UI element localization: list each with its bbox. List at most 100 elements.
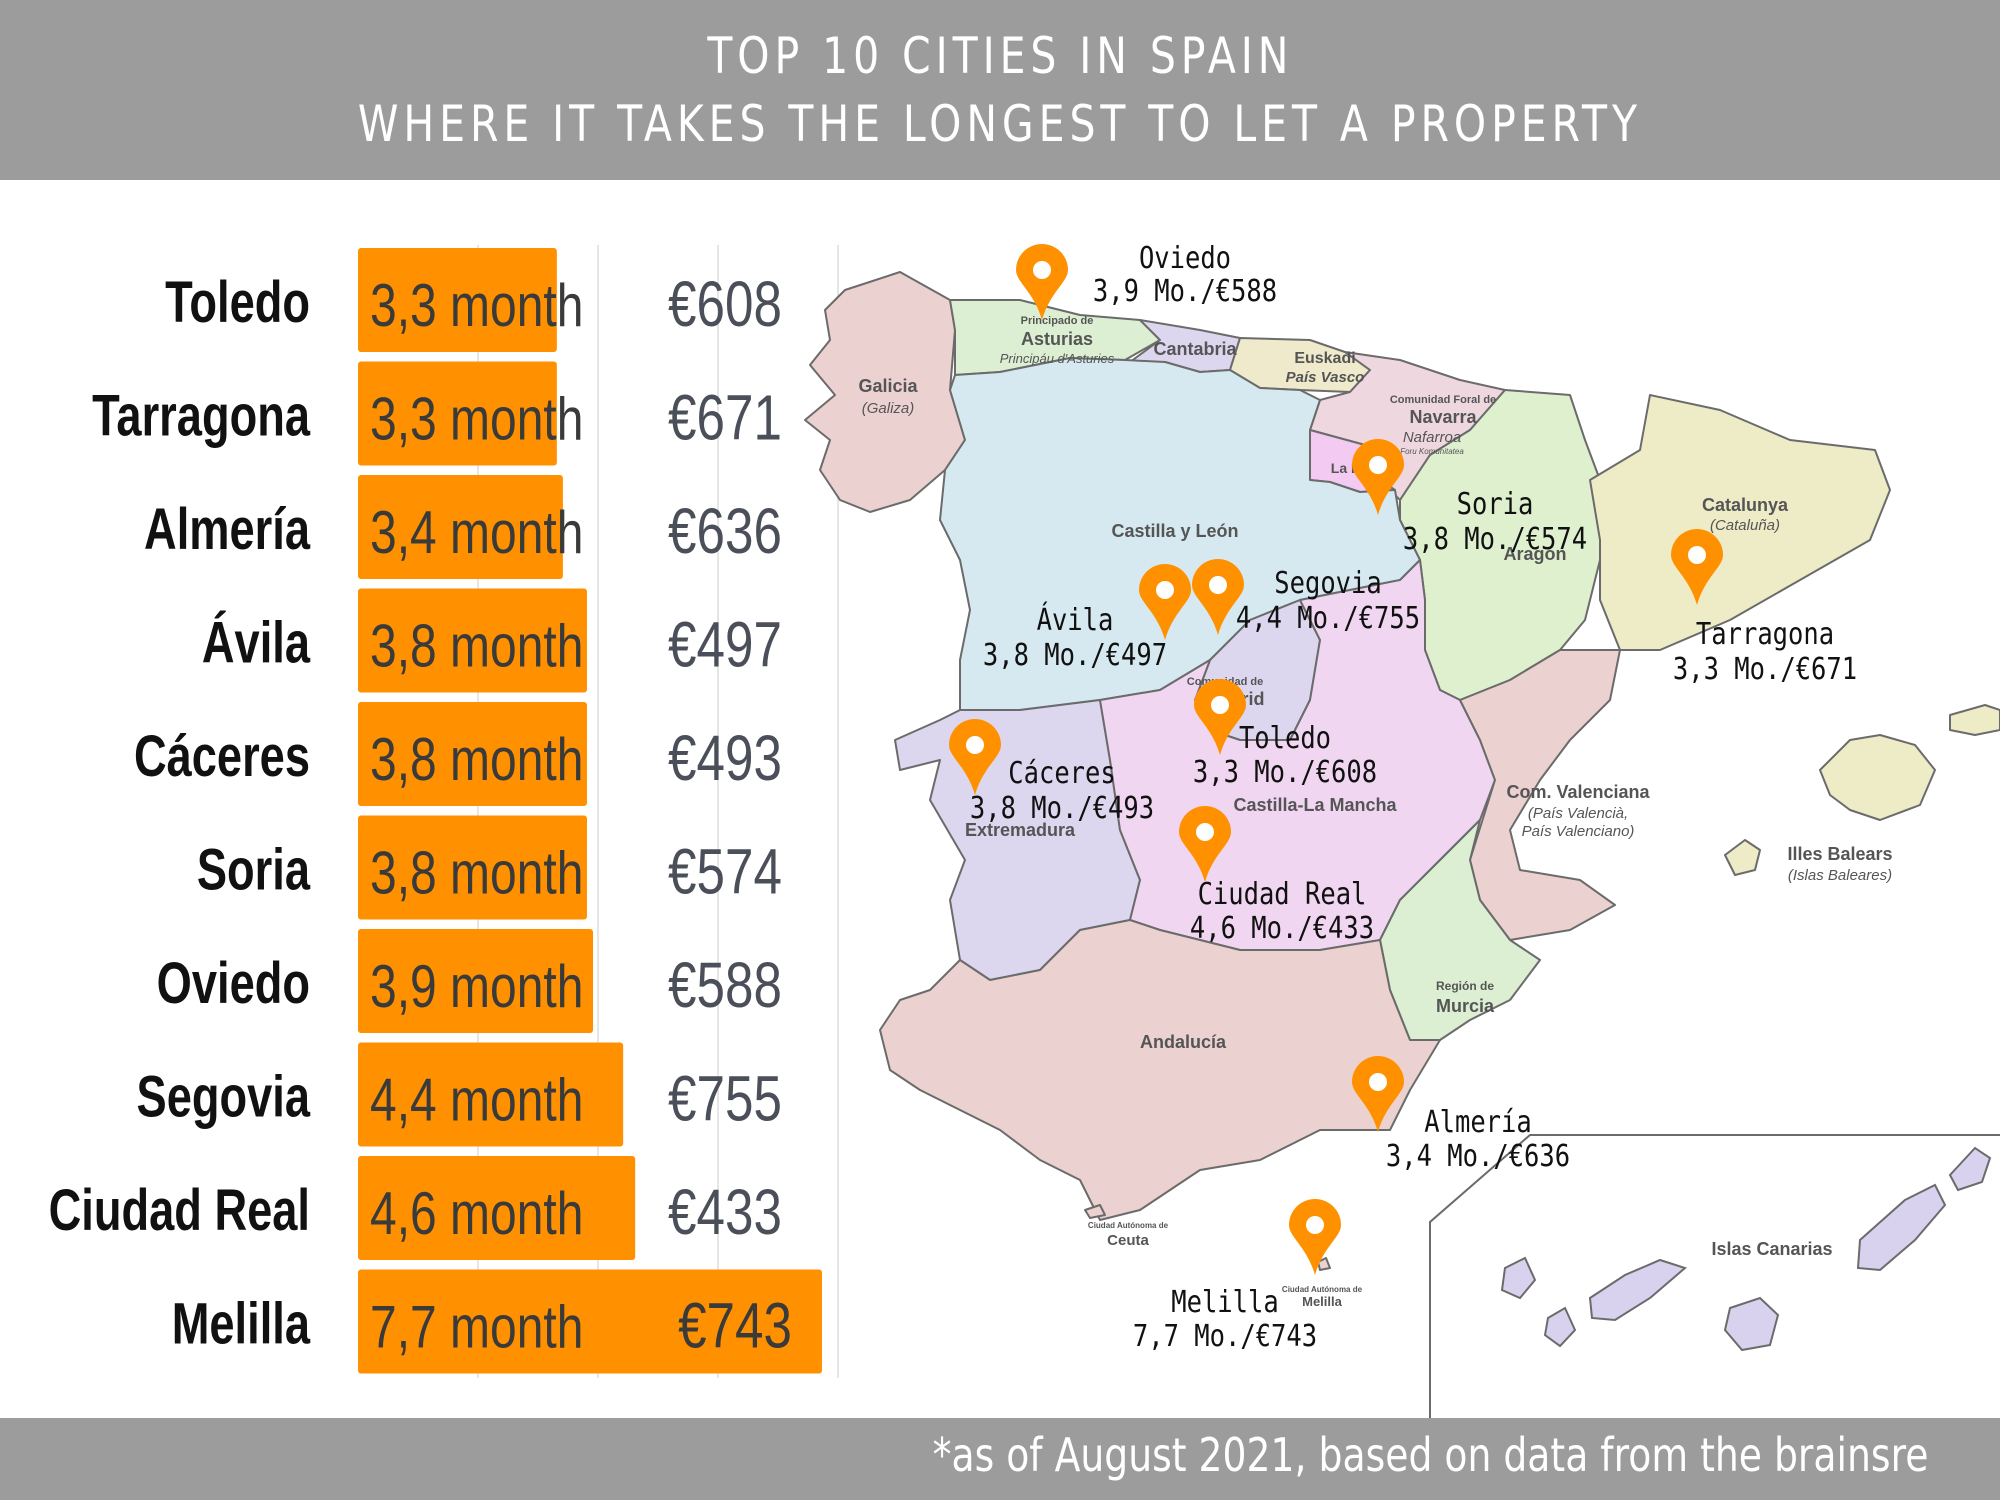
region-label-euskadi-2: País Vasco [1286, 369, 1365, 386]
map-city-info: 3,4 Mo./€636 [1386, 1138, 1570, 1174]
region-navarra [1309, 351, 1506, 501]
map-pin-dot [1211, 696, 1229, 714]
category-label: Tarragona [92, 384, 311, 449]
category-label: Melilla [172, 1292, 311, 1357]
region-label-cantabria: Cantabria [1153, 339, 1237, 359]
map-city-label: Soria [1457, 486, 1534, 522]
map-city-info: 3,3 Mo./€671 [1673, 651, 1857, 687]
region-label-catalunya-1: Catalunya [1702, 495, 1789, 515]
region-labels: Galicia (Galiza) Principado de Asturias … [858, 315, 1892, 1309]
map-pin [1016, 244, 1068, 320]
region-andalucia [879, 919, 1441, 1221]
map-pin-dot [1156, 581, 1174, 599]
region-label-madrid-1: Comunidad de [1187, 676, 1263, 688]
bar [358, 1156, 636, 1260]
map-pin [1671, 529, 1723, 605]
region-castilla-mancha [1099, 559, 1496, 951]
region-label-navarra-1: Comunidad Foral de [1390, 394, 1496, 406]
region-label-castilla-leon: Castilla y León [1111, 521, 1238, 541]
region-ceuta [1084, 1204, 1106, 1219]
map-pin [1194, 679, 1246, 755]
value-label: 3,3 month [370, 385, 583, 452]
region-extremadura [894, 699, 1141, 981]
canary-island-6 [1948, 1146, 1992, 1192]
map-city-info: 4,4 Mo./€755 [1236, 600, 1420, 636]
map-city-info: 3,8 Mo./€497 [983, 637, 1167, 673]
map-pin [1192, 559, 1244, 635]
map-city-info: 3,8 Mo./€493 [970, 790, 1154, 826]
region-label-murcia-1: Región de [1436, 979, 1494, 993]
bar [358, 248, 557, 352]
region-label-euskadi-1: Euskadi [1294, 350, 1355, 367]
value-label: 3,3 month [370, 272, 583, 339]
header-banner: TOP 10 CITIES IN SPAIN WHERE IT TAKES TH… [0, 0, 2000, 180]
map-pin-dot [1369, 1073, 1387, 1091]
canary-island-5 [1856, 1183, 1947, 1272]
bar [358, 1269, 822, 1374]
region-label-valenciana-2: (País Valencià, [1528, 805, 1628, 822]
category-label: Ciudad Real [49, 1179, 310, 1244]
map-regions [804, 271, 2000, 1271]
canary-island-4 [1723, 1296, 1780, 1352]
price-label: €574 [668, 837, 782, 908]
region-label-valenciana-1: Com. Valenciana [1506, 782, 1650, 802]
map-pin-dot [1369, 456, 1387, 474]
map-city-label: Almería [1424, 1104, 1531, 1140]
region-label-canarias: Islas Canarias [1711, 1239, 1832, 1259]
map-pin [1139, 564, 1191, 640]
price-label: €755 [668, 1064, 782, 1135]
value-label: 3,8 month [370, 726, 583, 793]
region-sub-galicia: (Galiza) [862, 400, 915, 417]
region-label-melilla-1: Ciudad Autónoma de [1282, 1285, 1363, 1294]
bar [358, 702, 587, 806]
map-pin-dot [1688, 546, 1706, 564]
canary-inset [1429, 1134, 2000, 1418]
price-label: €636 [668, 497, 782, 568]
region-label-asturias-2: Asturias [1021, 329, 1093, 349]
map-pin [1352, 1056, 1404, 1132]
map-pin [1179, 806, 1231, 882]
category-label: Soria [197, 838, 311, 903]
map-city-label: Tarragona [1696, 616, 1834, 652]
region-catalunya [1589, 394, 1891, 651]
region-label-valenciana-3: País Valenciano) [1522, 823, 1635, 840]
map-city-info: 4,6 Mo./€433 [1190, 910, 1374, 946]
region-label-asturias-3: Principáu d'Asturies [1000, 351, 1115, 366]
region-label-catalunya-2: (Cataluña) [1710, 517, 1780, 534]
bar [358, 1042, 624, 1147]
map-pin-dot [966, 736, 984, 754]
region-label-navarra-2: Navarra [1409, 407, 1477, 427]
price-label: €743 [678, 1291, 792, 1362]
map-city-info: 3,9 Mo./€588 [1093, 273, 1277, 309]
region-label-extremadura: Extremadura [965, 820, 1076, 840]
canary-frame [1429, 1134, 2000, 1418]
category-label: Toledo [165, 271, 310, 336]
region-label-ceuta-1: Ciudad Autónoma de [1088, 1221, 1169, 1230]
bar [358, 929, 594, 1033]
region-melilla [1317, 1257, 1331, 1271]
region-label-ceuta-2: Ceuta [1107, 1232, 1149, 1249]
map-pin-dot [1033, 261, 1051, 279]
region-murcia [1379, 819, 1541, 1041]
region-label-madrid-2: Madrid [1205, 689, 1264, 709]
region-label-andalucia: Andalucía [1140, 1032, 1227, 1052]
region-aragon [1399, 389, 1601, 701]
footer-banner: *as of August 2021, based on data from t… [0, 1418, 2000, 1500]
region-label-navarra-4: Foru Komunitatea [1400, 447, 1464, 456]
price-label: €671 [668, 383, 782, 454]
region-label-asturias-1: Principado de [1021, 315, 1094, 327]
category-label: Oviedo [157, 952, 310, 1017]
canary-island-3 [1588, 1258, 1688, 1322]
map-city-label: Melilla [1171, 1284, 1278, 1320]
title-line-1: TOP 10 CITIES IN SPAIN [706, 27, 1294, 85]
value-label: 7,7 month [370, 1293, 583, 1360]
value-label: 3,8 month [370, 612, 583, 679]
category-label: Almería [144, 498, 311, 563]
map-city-info: 3,8 Mo./€574 [1403, 521, 1587, 557]
map-city-label: Ciudad Real [1198, 876, 1367, 912]
footer-note: *as of August 2021, based on data from t… [932, 1428, 1928, 1482]
region-baleares-menorca [1949, 704, 2000, 736]
region-cantabria [1129, 319, 1241, 373]
price-label: €493 [668, 724, 782, 795]
map-city-label: Oviedo [1139, 240, 1231, 276]
